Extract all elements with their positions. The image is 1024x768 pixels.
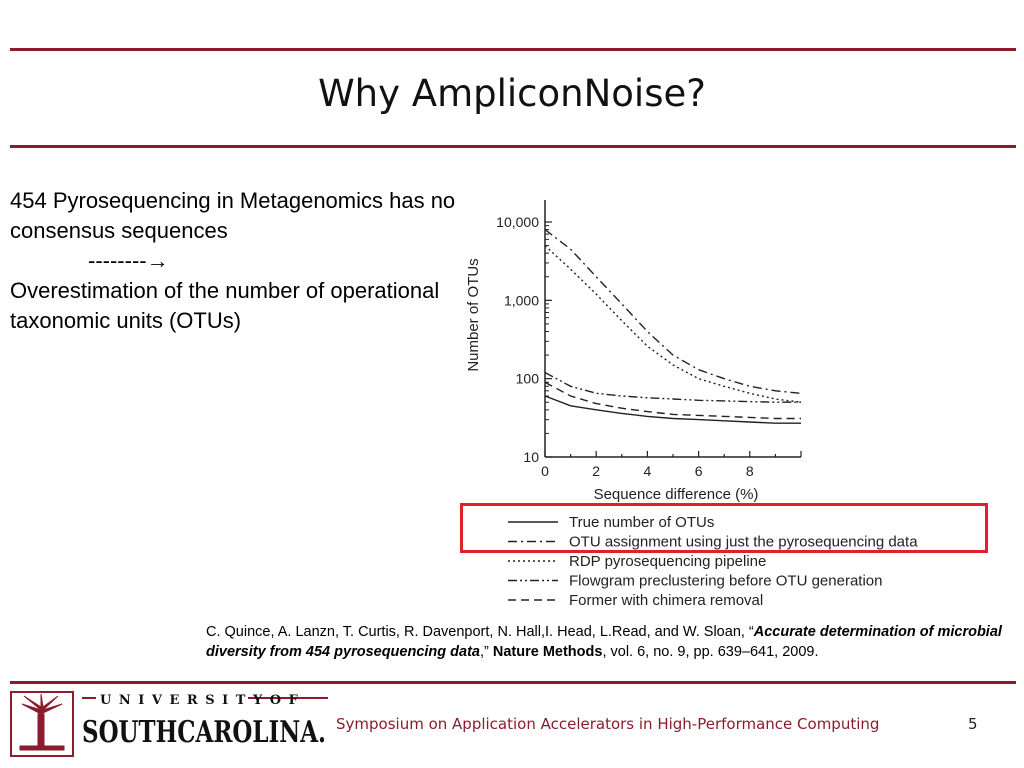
dash-text: -------- (88, 248, 147, 273)
page-title: Why AmpliconNoise? (318, 72, 706, 115)
y-tick-label: 1,000 (504, 292, 539, 308)
legend-label-5: Former with chimera removal (569, 592, 763, 609)
logo-university-of: U N I V E R S I T Y O F (100, 693, 299, 708)
citation-separator: ,” (479, 644, 493, 660)
y-axis-label: Number of OTUs (465, 258, 482, 371)
body-text: 454 Pyrosequencing in Metagenomics has n… (10, 186, 500, 336)
legend-highlight-box (460, 503, 988, 553)
legend-label-2: OTU assignment using just the pyrosequen… (569, 534, 918, 551)
chart-legend: True number of OTUs OTU assignment using … (508, 514, 918, 609)
x-axis-label: Sequence difference (%) (594, 486, 759, 503)
x-tick-label: 8 (746, 463, 754, 479)
legend-label-1: True number of OTUs (569, 514, 714, 531)
logo-south-carolina: SOUTHCAROLINA. (82, 715, 326, 750)
legend-label-4: Flowgram preclustering before OTU genera… (569, 573, 882, 590)
citation-details: , vol. 6, no. 9, pp. 639–641, 2009. (602, 644, 819, 660)
otu-line-chart: 10 100 1,000 10,000 0 2 4 6 8 Number of OTUs Seq… (465, 200, 918, 609)
x-tick-label: 6 (695, 463, 703, 479)
right-arrow-icon: → (146, 248, 169, 273)
citation-journal: Nature Methods (492, 644, 603, 660)
series-line-2 (544, 229, 802, 394)
citation-authors: C. Quince, A. Lanzn, T. Curtis, R. Daven… (206, 624, 754, 640)
y-tick-label: 100 (516, 371, 540, 387)
footer-conference: Symposium on Application Accelerators in… (336, 715, 880, 733)
university-logo: U N I V E R S I T Y O F SOUTHCAROLINA. (10, 691, 328, 757)
series-line-3 (544, 245, 802, 403)
series-line-5 (544, 381, 801, 420)
footer-rule (10, 681, 1016, 684)
body-arrow-line: --------→ (10, 246, 500, 276)
legend-label-3: RDP pyrosequencing pipeline (569, 553, 766, 570)
series-line-4 (544, 371, 801, 403)
body-line-overestimation: Overestimation of the number of operatio… (10, 278, 440, 333)
citation-title: Accurate determination of microbial dive… (206, 624, 1002, 660)
title-rule (10, 145, 1016, 148)
x-tick-label: 0 (541, 463, 549, 479)
chart-axes: 10 100 1,000 10,000 0 2 4 6 8 (496, 200, 802, 479)
y-tick-label: 10,000 (496, 214, 539, 230)
series-line-1 (544, 395, 801, 424)
x-tick-label: 2 (592, 463, 600, 479)
y-tick-label: 10 (523, 449, 539, 465)
page-number: 5 (968, 715, 978, 733)
citation: C. Quince, A. Lanzn, T. Curtis, R. Daven… (206, 622, 1016, 662)
palmetto-seal-icon (19, 693, 65, 751)
x-tick-label: 4 (644, 463, 652, 479)
body-line-pyrosequencing: 454 Pyrosequencing in Metagenomics has n… (10, 188, 456, 243)
top-rule (10, 48, 1016, 51)
chart-series (544, 229, 802, 424)
